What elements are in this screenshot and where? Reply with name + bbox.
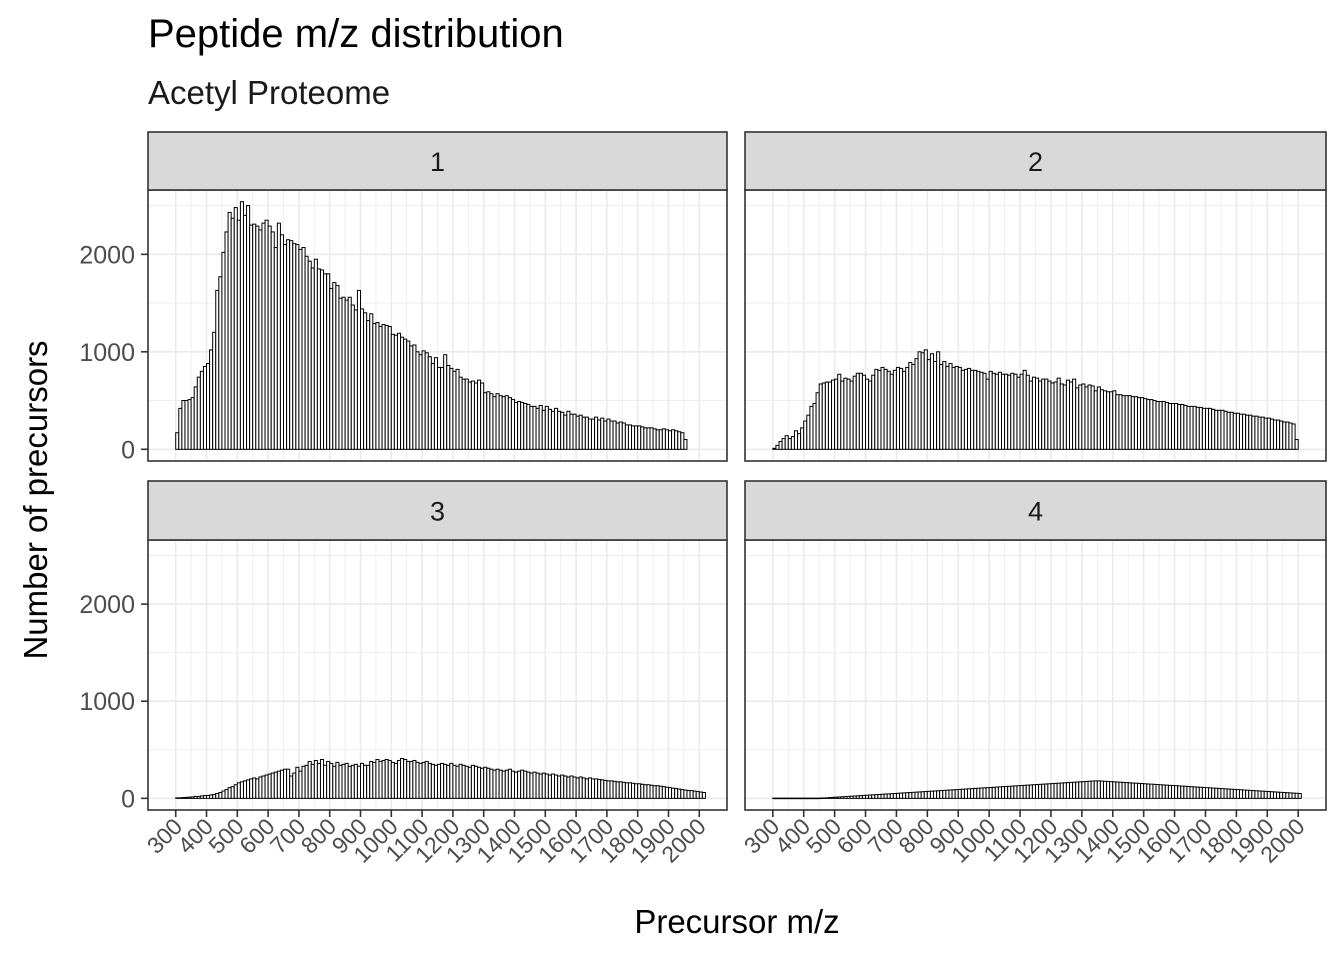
chart-title: Peptide m/z distribution	[148, 12, 564, 56]
facet-strip-label: 3	[430, 497, 445, 527]
facet-strip-label: 4	[1028, 497, 1043, 527]
y-tick-label: 2000	[79, 591, 135, 619]
chart-subtitle: Acetyl Proteome	[148, 74, 391, 111]
histogram-bar	[1291, 423, 1296, 450]
facet-strip-label: 1	[430, 147, 445, 177]
histogram-bar	[683, 439, 688, 450]
y-tick-label: 1000	[79, 688, 135, 716]
histogram-bar	[1294, 439, 1299, 450]
facet-strip	[147, 480, 728, 541]
x-axis-title: Precursor m/z	[634, 903, 839, 940]
facet-strip-label: 2	[1028, 147, 1043, 177]
y-tick-label: 1000	[79, 339, 135, 367]
y-tick-label: 0	[121, 436, 135, 464]
histogram-bar	[1297, 792, 1302, 799]
y-tick-label: 0	[121, 785, 135, 813]
facet-strip	[744, 131, 1327, 191]
facet-strip	[147, 131, 728, 191]
y-axis-title: Number of precursors	[17, 340, 54, 659]
y-tick-label: 2000	[79, 241, 135, 269]
facet-strip	[744, 480, 1327, 541]
histogram-bar	[701, 792, 706, 799]
